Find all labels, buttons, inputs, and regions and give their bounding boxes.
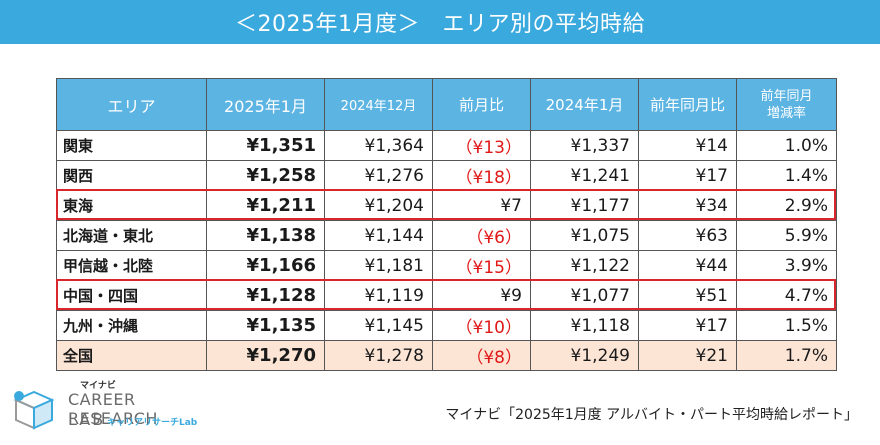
cell-dec2024: ¥1,144 <box>324 220 433 251</box>
cell-mom: （¥13） <box>432 130 531 161</box>
table-row: 中国・四国 ¥1,128 ¥1,119 ¥9 ¥1,077 ¥51 4.7% <box>56 280 837 311</box>
table-row: 甲信越・北陸 ¥1,166 ¥1,181 （¥15） ¥1,122 ¥44 3.9% <box>56 250 837 281</box>
header-row: エリア 2025年1月 2024年12月 前月比 2024年1月 前年同月比 前… <box>56 78 837 131</box>
cell-yoy: ¥51 <box>638 280 737 311</box>
header-mom: 前月比 <box>432 78 531 131</box>
header-yoy-rate-line2: 増減率 <box>766 105 806 121</box>
cell-area: 全国 <box>56 340 207 371</box>
cell-yoy-rate: 5.9% <box>736 220 837 251</box>
cell-dec2024: ¥1,119 <box>324 280 433 311</box>
cell-area: 東海 <box>56 190 207 221</box>
header-yoy-rate: 前年同月 増減率 <box>736 78 837 131</box>
cell-mom: （¥18） <box>432 160 531 191</box>
wage-table: エリア 2025年1月 2024年12月 前月比 2024年1月 前年同月比 前… <box>56 78 837 371</box>
cell-jan2025: ¥1,128 <box>206 280 325 311</box>
cell-dec2024: ¥1,278 <box>324 340 433 371</box>
page-title: ＜2025年1月度＞ エリア別の平均時給 <box>235 12 645 37</box>
cell-jan2025: ¥1,351 <box>206 130 325 161</box>
cell-area: 北海道・東北 <box>56 220 207 251</box>
header-yoy: 前年同月比 <box>638 78 737 131</box>
header-yoy-rate-line1: 前年同月 <box>760 88 813 104</box>
cell-mom: （¥10） <box>432 310 531 341</box>
cell-jan2025: ¥1,166 <box>206 250 325 281</box>
logo-brand-sub: キャリアリサーチLab <box>107 418 198 428</box>
cell-jan2025: ¥1,270 <box>206 340 325 371</box>
cell-yoy: ¥44 <box>638 250 737 281</box>
cell-jan2024: ¥1,241 <box>530 160 639 191</box>
cell-dec2024: ¥1,145 <box>324 310 433 341</box>
logo-brand-lab: LAB <box>68 410 106 429</box>
cell-jan2024: ¥1,118 <box>530 310 639 341</box>
logo: マイナビ CAREER RESEARCH LAB キャリアリサーチLab <box>12 378 222 438</box>
cell-yoy: ¥63 <box>638 220 737 251</box>
header-dec2024: 2024年12月 <box>324 78 433 131</box>
cell-dec2024: ¥1,364 <box>324 130 433 161</box>
cell-yoy-rate: 1.7% <box>736 340 837 371</box>
cell-jan2024: ¥1,249 <box>530 340 639 371</box>
table-row: 九州・沖縄 ¥1,135 ¥1,145 （¥10） ¥1,118 ¥17 1.5% <box>56 310 837 341</box>
cell-jan2024: ¥1,337 <box>530 130 639 161</box>
cell-mom: ¥7 <box>432 190 531 221</box>
table-body: 関東 ¥1,351 ¥1,364 （¥13） ¥1,337 ¥14 1.0% 関西 ¥1,258… <box>56 130 837 371</box>
cell-dec2024: ¥1,181 <box>324 250 433 281</box>
logo-brand-small: マイナビ <box>80 381 116 391</box>
logo-brand-main: CAREER RESEARCH <box>68 390 158 428</box>
cell-yoy-rate: 1.4% <box>736 160 837 191</box>
cell-yoy: ¥17 <box>638 310 737 341</box>
cell-yoy: ¥21 <box>638 340 737 371</box>
cell-yoy: ¥34 <box>638 190 737 221</box>
cell-yoy: ¥17 <box>638 160 737 191</box>
cell-mom: （¥15） <box>432 250 531 281</box>
header-jan2024: 2024年1月 <box>530 78 639 131</box>
cell-dec2024: ¥1,204 <box>324 190 433 221</box>
cell-jan2025: ¥1,211 <box>206 190 325 221</box>
cell-area: 九州・沖縄 <box>56 310 207 341</box>
cube-logo-icon <box>13 390 55 430</box>
cell-dec2024: ¥1,276 <box>324 160 433 191</box>
table-row: 東海 ¥1,211 ¥1,204 ¥7 ¥1,177 ¥34 2.9% <box>56 190 837 221</box>
table-row: 関東 ¥1,351 ¥1,364 （¥13） ¥1,337 ¥14 1.0% <box>56 130 837 161</box>
cell-yoy-rate: 3.9% <box>736 250 837 281</box>
header-area: エリア <box>56 78 207 131</box>
cell-mom: （¥8） <box>432 340 531 371</box>
table-row: 北海道・東北 ¥1,138 ¥1,144 （¥6） ¥1,075 ¥63 5.9% <box>56 220 837 251</box>
cell-mom: （¥6） <box>432 220 531 251</box>
header-jan2025: 2025年1月 <box>206 78 325 131</box>
cell-yoy-rate: 1.5% <box>736 310 837 341</box>
cell-area: 関西 <box>56 160 207 191</box>
cell-jan2025: ¥1,135 <box>206 310 325 341</box>
cell-area: 甲信越・北陸 <box>56 250 207 281</box>
cell-yoy-rate: 4.7% <box>736 280 837 311</box>
title-bar: ＜2025年1月度＞ エリア別の平均時給 <box>0 0 880 44</box>
cell-jan2024: ¥1,075 <box>530 220 639 251</box>
cell-jan2024: ¥1,077 <box>530 280 639 311</box>
cell-area: 関東 <box>56 130 207 161</box>
table-row-total: 全国 ¥1,270 ¥1,278 （¥8） ¥1,249 ¥21 1.7% <box>56 340 837 371</box>
cell-jan2025: ¥1,138 <box>206 220 325 251</box>
source-note: マイナビ「2025年1月度 アルバイト・パート平均時給レポート」 <box>445 407 858 423</box>
cell-area: 中国・四国 <box>56 280 207 311</box>
cell-yoy-rate: 2.9% <box>736 190 837 221</box>
cell-yoy-rate: 1.0% <box>736 130 837 161</box>
cell-yoy: ¥14 <box>638 130 737 161</box>
cell-jan2024: ¥1,177 <box>530 190 639 221</box>
cell-jan2024: ¥1,122 <box>530 250 639 281</box>
cell-jan2025: ¥1,258 <box>206 160 325 191</box>
table-row: 関西 ¥1,258 ¥1,276 （¥18） ¥1,241 ¥17 1.4% <box>56 160 837 191</box>
cell-mom: ¥9 <box>432 280 531 311</box>
